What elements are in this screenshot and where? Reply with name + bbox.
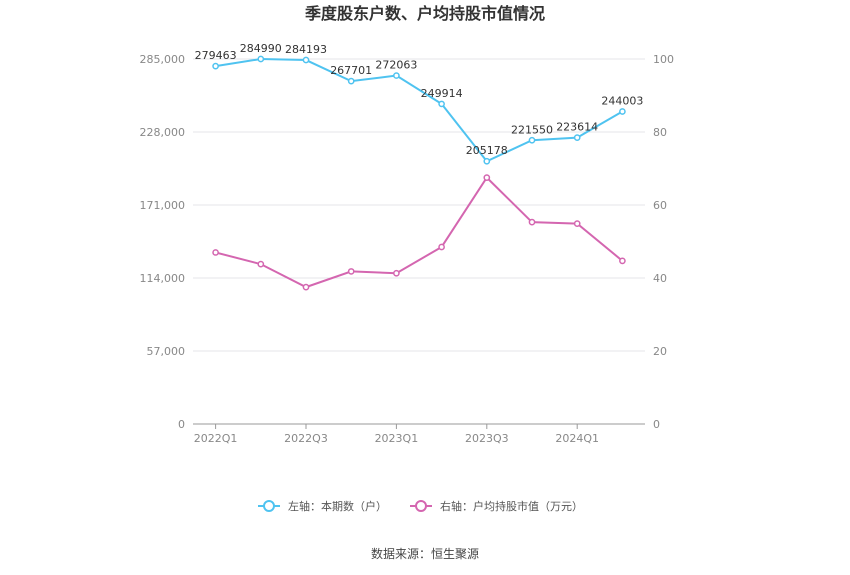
- right-tick-label: 80: [653, 126, 667, 139]
- holders-point: [619, 108, 626, 115]
- avg-value-point: [619, 257, 626, 265]
- avg-value-point: [438, 243, 445, 251]
- data-label: 279463: [195, 49, 237, 62]
- data-label: 284193: [285, 43, 327, 56]
- holders-point: [528, 136, 536, 144]
- data-label: 244003: [601, 95, 643, 108]
- holders-point: [212, 62, 219, 70]
- left-tick-label: 114,000: [140, 272, 186, 285]
- legend-marker-icon: [415, 500, 427, 512]
- source-note: 数据来源：恒生聚源: [371, 546, 479, 561]
- right-tick-label: 0: [653, 418, 660, 431]
- x-tick-label: 2023Q1: [375, 432, 419, 445]
- left-tick-label: 228,000: [140, 126, 186, 139]
- legend-item-holders: 左轴：本期数（户）: [258, 499, 387, 513]
- chart-title: 季度股东户数、户均持股市值情况: [304, 4, 545, 23]
- avg-value-point: [257, 260, 265, 268]
- x-tick-label: 2024Q1: [555, 432, 599, 445]
- data-label: 205178: [466, 144, 508, 157]
- data-label: 223614: [556, 121, 598, 134]
- legend: 左轴：本期数（户） 右轴：户均持股市值（万元）: [258, 499, 583, 513]
- right-tick-label: 20: [653, 345, 667, 358]
- legend-item-avg-value: 右轴：户均持股市值（万元）: [410, 499, 583, 513]
- series-line-avg-value: [215, 176, 624, 289]
- left-tick-label: 57,000: [147, 345, 186, 358]
- data-label: 284990: [240, 42, 282, 55]
- legend-label: 右轴：户均持股市值（万元）: [440, 499, 583, 513]
- holders-point: [438, 100, 445, 108]
- left-tick-label: 285,000: [140, 53, 186, 66]
- holders-point: [257, 55, 265, 63]
- legend-marker-icon: [263, 500, 275, 512]
- right-tick-label: 60: [653, 199, 667, 212]
- data-label: 249914: [421, 87, 463, 100]
- avg-value-point: [347, 268, 355, 275]
- avg-value-point: [302, 283, 310, 291]
- holders-point: [393, 72, 400, 79]
- holders-point: [573, 134, 581, 141]
- series-line-holders: [215, 58, 623, 163]
- holders-point: [302, 56, 310, 64]
- avg-value-point: [483, 174, 491, 181]
- x-tick-label: 2023Q3: [465, 432, 509, 445]
- avg-value-point: [212, 249, 219, 256]
- holders-point: [347, 77, 355, 85]
- right-tick-label: 40: [653, 272, 667, 285]
- x-tick-label: 2022Q3: [284, 432, 328, 445]
- grid-lines: [193, 58, 645, 425]
- avg-value-point: [393, 269, 400, 277]
- data-label: 272063: [375, 59, 417, 72]
- right-tick-label: 100: [653, 53, 674, 66]
- legend-label: 左轴：本期数（户）: [288, 499, 387, 513]
- x-tick-label: 2022Q1: [194, 432, 238, 445]
- data-label: 221550: [511, 123, 553, 136]
- left-tick-label: 171,000: [140, 199, 186, 212]
- axes: 0 57,000 114,000 171,000 228,000 285,000 0 20 40…: [140, 53, 675, 445]
- avg-value-point: [528, 218, 536, 226]
- left-tick-label: 0: [178, 418, 185, 431]
- data-label: 267701: [330, 64, 372, 77]
- avg-value-point: [573, 220, 581, 227]
- holders-point: [483, 157, 491, 165]
